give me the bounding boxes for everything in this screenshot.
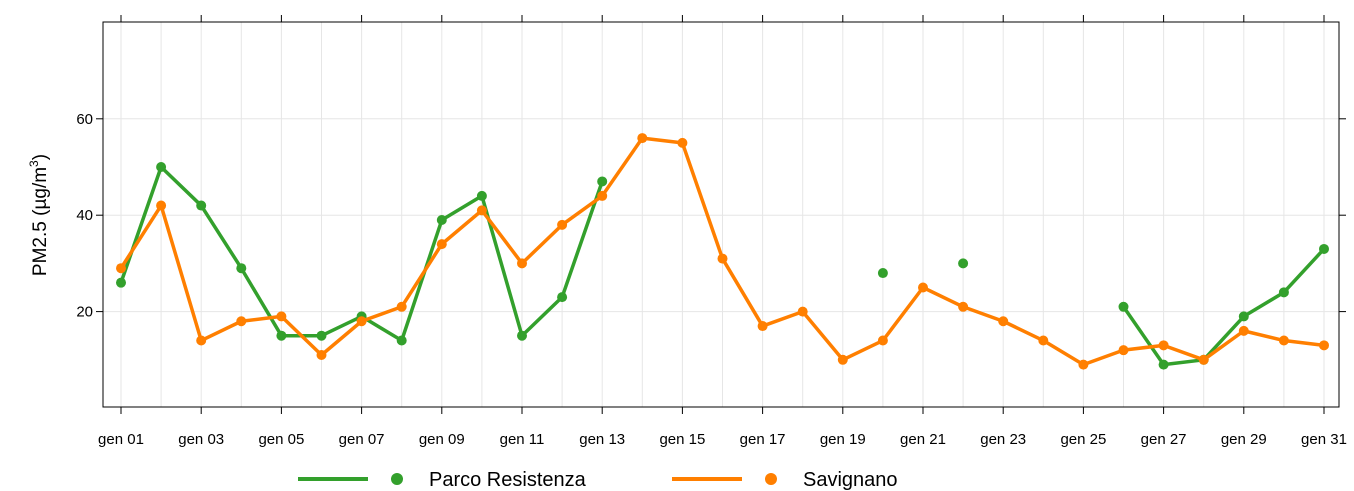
x-tick-label: gen 25 [1060, 431, 1106, 448]
plot-frame [102, 21, 1340, 408]
data-point [1158, 359, 1169, 370]
data-point [557, 292, 568, 303]
x-tick-label: gen 21 [900, 431, 946, 448]
data-point [156, 162, 167, 172]
data-point [1038, 335, 1049, 346]
data-point [156, 200, 167, 211]
y-tick-label: 20 [76, 304, 93, 321]
data-point [116, 277, 126, 288]
legend: Parco Resistenza Savignano [298, 469, 898, 491]
data-point [436, 239, 447, 250]
data-point [998, 316, 1009, 327]
x-tick-label: gen 01 [98, 431, 144, 448]
data-point [958, 301, 969, 312]
y-axis-label: PM2.5 (µg/m3) [27, 154, 51, 276]
x-tick-label: gen 13 [579, 431, 625, 448]
data-point [1278, 287, 1289, 298]
x-tick-label: gen 11 [500, 431, 545, 448]
data-point [1319, 340, 1329, 351]
legend-label: Savignano [803, 469, 898, 491]
data-point [196, 200, 207, 211]
x-tick-label: gen 23 [980, 431, 1026, 448]
x-tick-label: gen 03 [178, 431, 224, 448]
data-point [557, 219, 568, 230]
series [116, 133, 1329, 370]
data-point [476, 205, 487, 216]
data-point [436, 215, 447, 226]
data-point [597, 176, 608, 187]
data-point [717, 253, 728, 264]
x-tick-label: gen 15 [659, 431, 705, 448]
data-point [757, 321, 768, 332]
x-tick-label: gen 17 [740, 431, 786, 448]
data-point [517, 258, 527, 269]
data-point [797, 306, 808, 317]
x-tick-label: gen 29 [1221, 431, 1267, 448]
y-axis-label-sup: 3 [27, 160, 41, 167]
data-point [396, 335, 407, 346]
data-point [276, 311, 287, 322]
legend-label: Parco Resistenza [429, 469, 587, 491]
series-line-segment [1121, 247, 1326, 367]
data-point [316, 330, 327, 341]
data-point [837, 354, 848, 365]
x-tick-label: gen 09 [419, 431, 465, 448]
y-axis-label-main: PM2.5 (µg/m [30, 167, 51, 276]
data-point [1118, 345, 1129, 356]
data-point [116, 263, 126, 274]
x-tick-label: gen 07 [339, 431, 385, 448]
data-point [1319, 243, 1329, 254]
legend-marker [765, 473, 777, 485]
x-tick-label: gen 19 [820, 431, 866, 448]
data-point [396, 301, 407, 312]
grid [103, 22, 1339, 407]
x-tick-label: gen 05 [258, 431, 304, 448]
data-point [1078, 359, 1089, 370]
series-2 [116, 133, 1329, 370]
data-point [877, 335, 888, 346]
data-point [476, 190, 487, 201]
legend-marker [391, 473, 403, 485]
data-point [1198, 354, 1209, 365]
data-point [236, 316, 247, 327]
axis-ticks: 20 40 60 gen 01 gen 03 gen 05 gen 07 gen 09 gen … [76, 15, 1347, 448]
data-point [1238, 311, 1249, 322]
data-point [356, 316, 367, 327]
data-point [597, 190, 608, 201]
data-point [236, 263, 247, 274]
series-1 [116, 162, 1329, 370]
data-point [637, 133, 648, 144]
data-point [1158, 340, 1169, 351]
y-tick-label: 40 [76, 207, 93, 224]
data-point [517, 330, 527, 341]
data-point [677, 137, 688, 148]
data-point [1118, 301, 1129, 312]
data-point [958, 258, 969, 269]
data-point [316, 349, 327, 360]
y-tick-label: 60 [76, 111, 93, 128]
data-point [276, 330, 287, 341]
data-point [918, 282, 928, 293]
data-point [196, 335, 207, 346]
y-axis-label-close: ) [30, 154, 51, 160]
data-point [1238, 325, 1249, 336]
x-tick-label: gen 27 [1141, 431, 1187, 448]
x-tick-label: gen 31 [1301, 431, 1347, 448]
data-point [1278, 335, 1289, 346]
data-point [877, 268, 888, 279]
